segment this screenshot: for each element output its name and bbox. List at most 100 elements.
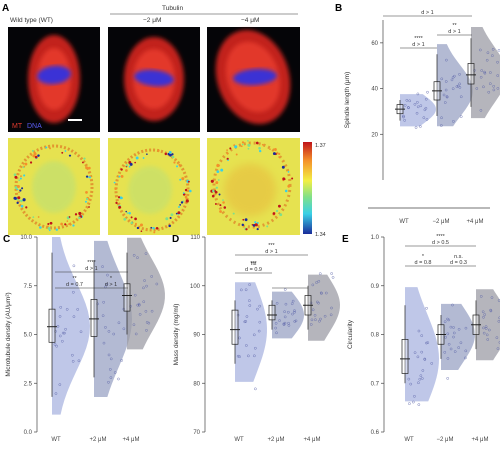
data-point xyxy=(496,347,500,350)
density-speck xyxy=(261,143,264,146)
density-speck xyxy=(232,212,235,215)
density-speck xyxy=(20,204,24,208)
data-point xyxy=(275,301,279,305)
density-speck xyxy=(184,188,188,192)
data-point xyxy=(443,320,447,324)
sig-stars: **** xyxy=(87,260,96,266)
data-point xyxy=(444,336,447,339)
box xyxy=(268,304,276,321)
data-point xyxy=(479,295,483,298)
density-speck xyxy=(283,178,286,181)
density-speck xyxy=(241,223,245,227)
density-speck xyxy=(20,175,22,178)
data-point xyxy=(424,97,428,101)
density-speck xyxy=(17,196,21,200)
density-speck xyxy=(114,187,117,190)
data-point xyxy=(415,111,419,115)
density-speck xyxy=(139,223,143,227)
y-tick-label: 0.7 xyxy=(371,381,380,387)
density-speck xyxy=(123,217,127,221)
data-point xyxy=(61,339,64,343)
col-title-2um: −2 μM xyxy=(143,17,161,24)
data-point xyxy=(142,286,145,290)
data-point xyxy=(254,346,257,350)
density-speck xyxy=(16,188,19,191)
density-speck xyxy=(235,153,238,156)
violin-0 xyxy=(52,237,90,415)
density-speck xyxy=(29,161,33,164)
data-point xyxy=(407,106,410,110)
y-tick-label: 0.6 xyxy=(371,430,380,436)
data-point xyxy=(425,118,429,121)
density-speck xyxy=(157,149,160,152)
density-speck xyxy=(279,213,283,217)
category-label: +2 μM xyxy=(90,437,107,443)
density-speck xyxy=(21,187,24,190)
data-point xyxy=(492,84,495,88)
data-point xyxy=(451,87,455,91)
violin-1 xyxy=(437,44,473,127)
density-speck xyxy=(168,224,171,228)
density-speck xyxy=(177,211,181,215)
density-speck xyxy=(118,205,122,209)
density-speck xyxy=(155,226,159,230)
data-point xyxy=(329,313,333,317)
density-speck xyxy=(83,157,86,160)
data-point xyxy=(416,101,419,104)
y-tick-label: 80 xyxy=(193,381,200,387)
data-point xyxy=(258,304,262,308)
col-title-4um: −4 μM xyxy=(241,17,259,24)
data-point xyxy=(248,304,252,307)
data-point xyxy=(316,300,319,304)
density-speck xyxy=(210,179,214,183)
data-point xyxy=(79,330,83,334)
data-point xyxy=(311,283,315,287)
data-point xyxy=(133,293,137,297)
data-point xyxy=(458,73,461,76)
effect-size: d > 1 xyxy=(265,249,277,255)
data-point xyxy=(417,381,420,385)
data-point xyxy=(418,377,422,381)
box xyxy=(231,309,239,345)
violin-1 xyxy=(272,291,304,339)
data-point xyxy=(419,374,423,378)
data-point xyxy=(482,315,485,319)
category-label: WT xyxy=(51,437,61,443)
data-point xyxy=(452,326,455,329)
density-speck xyxy=(125,164,129,167)
data-point xyxy=(72,315,76,318)
density-speck xyxy=(247,147,250,150)
density-speck xyxy=(78,216,81,220)
y-tick-label: 10.0 xyxy=(20,235,32,241)
density-speck xyxy=(136,226,140,230)
density-speck xyxy=(16,201,19,205)
density-speck xyxy=(150,226,153,229)
data-point xyxy=(452,331,456,335)
data-point xyxy=(464,326,468,330)
data-point xyxy=(491,54,494,57)
data-point xyxy=(484,327,488,330)
data-point xyxy=(331,276,335,279)
density-speck xyxy=(37,216,40,218)
y-axis-label: Spindle length (μm) xyxy=(344,72,351,129)
density-speck xyxy=(125,169,128,172)
density-speck xyxy=(226,149,228,151)
data-point xyxy=(495,336,499,339)
density-speck xyxy=(215,181,219,185)
density-speck xyxy=(60,222,63,226)
density-speck xyxy=(134,217,137,221)
tubulin-label: Tubulin xyxy=(162,5,183,12)
box xyxy=(467,63,475,85)
density-speck xyxy=(179,178,182,181)
data-point xyxy=(422,116,426,119)
data-point xyxy=(485,333,489,337)
data-point xyxy=(274,322,278,325)
effect-size: d > 1 xyxy=(412,42,424,48)
density-speck xyxy=(47,222,50,226)
legend-mt: MT xyxy=(12,123,23,130)
density-speck xyxy=(240,145,243,148)
density-speck xyxy=(247,143,251,147)
data-point xyxy=(145,284,148,288)
data-point xyxy=(112,332,116,336)
y-tick-label: 5.0 xyxy=(24,333,33,339)
